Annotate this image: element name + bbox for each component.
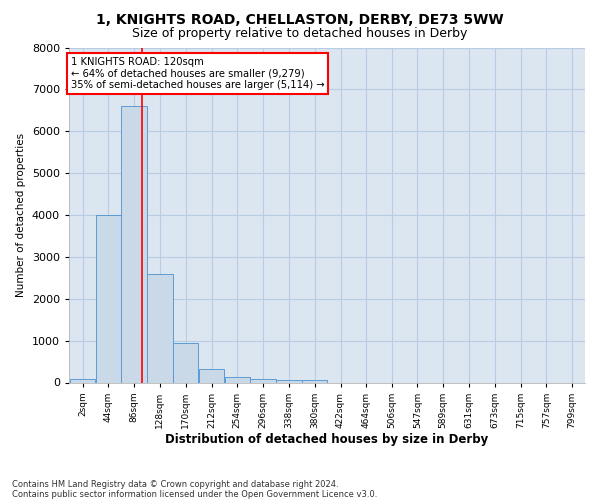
Text: 1, KNIGHTS ROAD, CHELLASTON, DERBY, DE73 5WW: 1, KNIGHTS ROAD, CHELLASTON, DERBY, DE73… — [96, 12, 504, 26]
Bar — [199, 368, 224, 382]
Bar — [250, 379, 276, 382]
Text: Size of property relative to detached houses in Derby: Size of property relative to detached ho… — [133, 28, 467, 40]
Bar — [173, 342, 199, 382]
Text: Contains public sector information licensed under the Open Government Licence v3: Contains public sector information licen… — [12, 490, 377, 499]
Bar — [147, 274, 173, 382]
Text: Contains HM Land Registry data © Crown copyright and database right 2024.: Contains HM Land Registry data © Crown c… — [12, 480, 338, 489]
Bar — [70, 379, 95, 382]
Bar — [276, 380, 302, 382]
X-axis label: Distribution of detached houses by size in Derby: Distribution of detached houses by size … — [166, 434, 488, 446]
Bar — [224, 377, 250, 382]
Text: 1 KNIGHTS ROAD: 120sqm
← 64% of detached houses are smaller (9,279)
35% of semi-: 1 KNIGHTS ROAD: 120sqm ← 64% of detached… — [71, 56, 325, 90]
Y-axis label: Number of detached properties: Number of detached properties — [16, 133, 26, 297]
Bar — [302, 380, 328, 382]
Bar — [95, 215, 121, 382]
Bar — [121, 106, 147, 382]
